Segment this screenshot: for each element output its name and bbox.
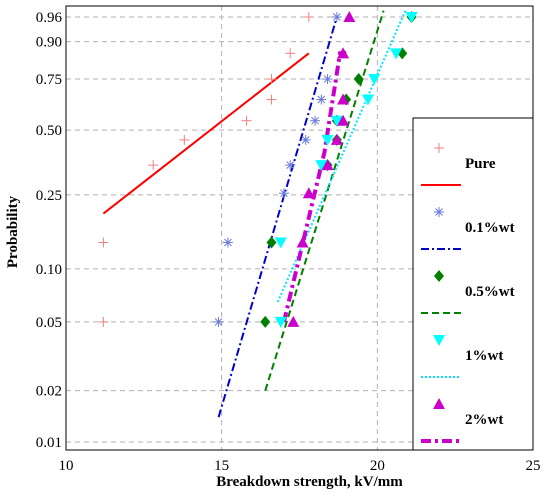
y-tick-label: 0.90 bbox=[36, 35, 62, 51]
fit-line-series-1 bbox=[217, 16, 338, 418]
y-tick-label: 0.96 bbox=[36, 10, 63, 26]
x-tick-label: 15 bbox=[214, 458, 229, 474]
data-point-series-1 bbox=[331, 12, 342, 22]
legend-label: 0.1%wt bbox=[465, 220, 515, 236]
legend-label: 2%wt bbox=[465, 412, 503, 428]
data-point-series-4 bbox=[321, 159, 334, 171]
data-point-series-4 bbox=[287, 315, 300, 327]
legend-marker-3 bbox=[433, 335, 445, 346]
data-point-series-0 bbox=[285, 48, 296, 59]
legend-marker-0 bbox=[434, 143, 444, 153]
data-point-series-3 bbox=[321, 134, 334, 146]
data-point-series-2 bbox=[266, 236, 277, 249]
data-point-series-0 bbox=[98, 237, 109, 248]
data-point-series-1 bbox=[300, 134, 311, 145]
data-point-series-1 bbox=[316, 94, 327, 105]
y-tick-label: 0.75 bbox=[36, 72, 62, 88]
data-point-series-4 bbox=[302, 187, 315, 199]
data-point-series-1 bbox=[285, 160, 296, 171]
y-axis-title: Probability bbox=[5, 195, 21, 268]
data-point-series-4 bbox=[337, 47, 350, 59]
legend-label: 0.5%wt bbox=[465, 284, 515, 300]
x-tick-label: 10 bbox=[59, 458, 74, 474]
y-tick-label: 0.25 bbox=[36, 188, 62, 204]
x-axis-title: Breakdown strength, kV/mm bbox=[216, 474, 403, 490]
x-tick-label: 25 bbox=[526, 458, 541, 474]
data-point-series-0 bbox=[266, 74, 277, 85]
legend-marker-1 bbox=[434, 207, 444, 217]
data-point-series-0 bbox=[241, 115, 252, 126]
data-point-series-1 bbox=[213, 316, 224, 327]
y-tick-label: 0.01 bbox=[36, 435, 62, 451]
legend-marker-4 bbox=[433, 398, 445, 409]
legend-box bbox=[412, 117, 534, 451]
legend-label: 1%wt bbox=[465, 348, 503, 364]
data-point-series-3 bbox=[274, 316, 287, 328]
data-point-series-0 bbox=[148, 160, 159, 171]
data-points bbox=[98, 11, 418, 328]
data-point-series-4 bbox=[330, 133, 343, 145]
fit-line-series-0 bbox=[102, 52, 310, 215]
data-point-series-3 bbox=[361, 94, 374, 106]
data-point-series-4 bbox=[296, 236, 309, 248]
fit-lines bbox=[102, 10, 407, 418]
data-point-series-3 bbox=[368, 74, 381, 86]
fit-line-series-2 bbox=[264, 10, 385, 391]
data-point-series-3 bbox=[274, 237, 287, 249]
data-point-series-0 bbox=[266, 94, 277, 105]
y-tick-label: 0.02 bbox=[36, 384, 62, 400]
data-point-series-0 bbox=[303, 12, 314, 22]
data-point-series-3 bbox=[330, 115, 343, 127]
data-point-series-3 bbox=[390, 48, 403, 60]
data-point-series-4 bbox=[337, 93, 350, 105]
y-tick-label: 0.50 bbox=[36, 123, 62, 139]
y-tick-label: 0.05 bbox=[36, 315, 62, 331]
data-point-series-0 bbox=[179, 134, 190, 145]
data-point-series-4 bbox=[337, 114, 350, 126]
y-tick-label: 0.10 bbox=[36, 262, 62, 278]
data-point-series-2 bbox=[260, 315, 271, 328]
data-point-series-0 bbox=[98, 316, 109, 327]
y-axis-ticks: 0.01 0.02 0.05 0.10 0.25 0.50 0.75 0.90 0.96 bbox=[36, 10, 63, 451]
data-point-series-1 bbox=[322, 74, 333, 85]
data-point-series-4 bbox=[343, 11, 356, 22]
data-point-series-3 bbox=[405, 12, 418, 23]
data-point-series-3 bbox=[315, 160, 328, 172]
data-point-series-1 bbox=[310, 115, 321, 126]
data-point-series-1 bbox=[278, 188, 289, 199]
data-point-series-2 bbox=[353, 73, 364, 86]
x-axis-ticks: 10 15 20 25 bbox=[59, 458, 541, 474]
legend: Pure 0.1%wt 0.5%wt 1%wt 2%wt bbox=[412, 117, 534, 451]
legend-label: Pure bbox=[465, 156, 496, 172]
x-tick-label: 20 bbox=[370, 458, 385, 474]
legend-marker-2 bbox=[434, 270, 444, 282]
data-point-series-1 bbox=[222, 237, 233, 248]
